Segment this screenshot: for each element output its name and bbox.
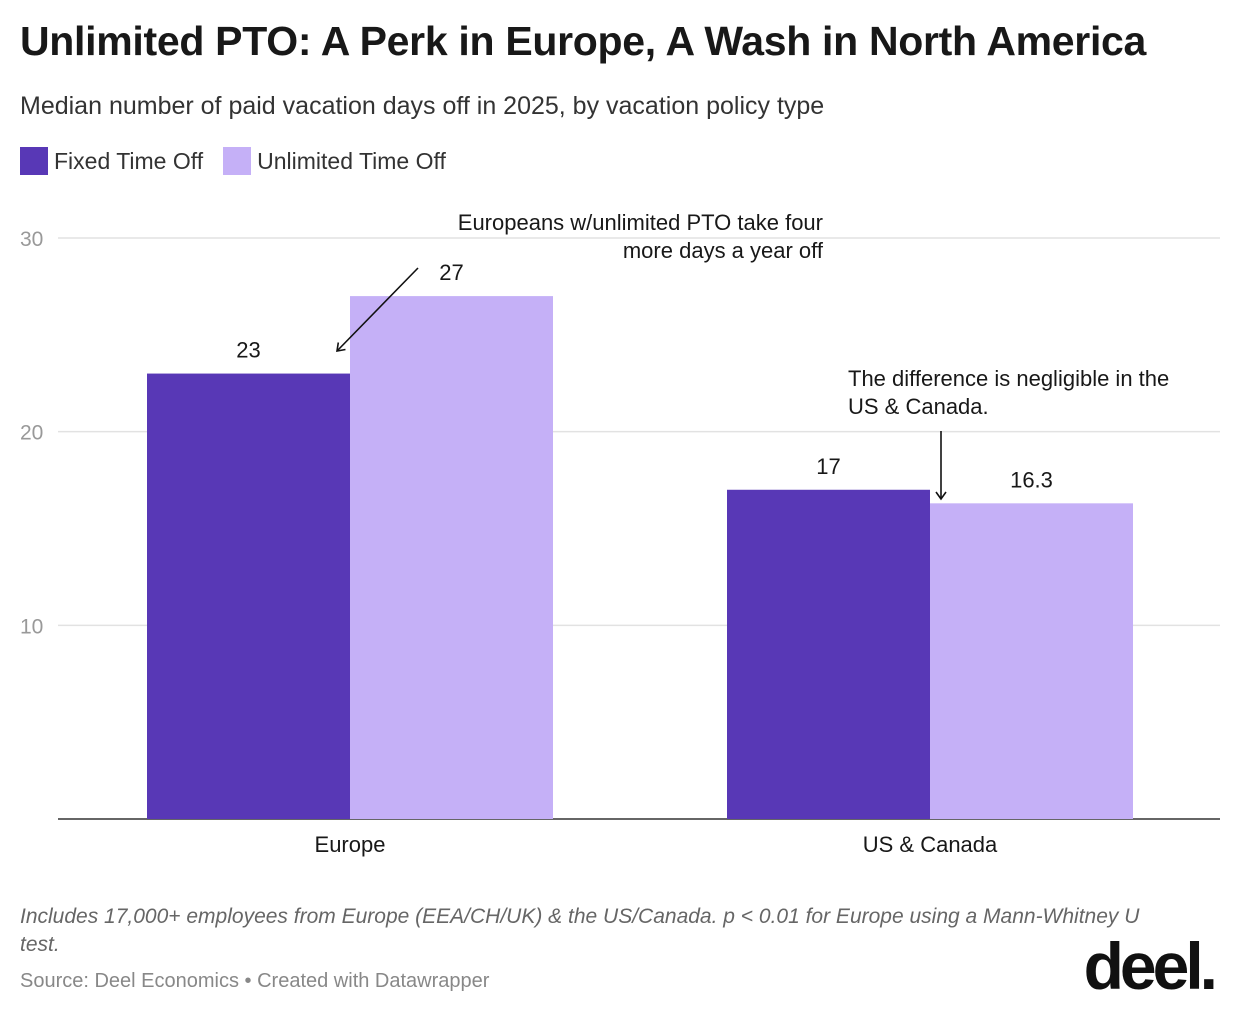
x-tick-label: Europe <box>315 832 386 857</box>
y-tick-label: 20 <box>20 422 43 445</box>
legend-swatch-unlimited <box>223 147 252 175</box>
bar-unlimited-0 <box>350 296 553 820</box>
y-tick-label: 10 <box>20 615 43 638</box>
chart-title: Unlimited PTO: A Perk in Europe, A Wash … <box>20 18 1147 64</box>
legend-label-fixed: Fixed Time Off <box>54 147 204 174</box>
annotation-europe-line: Europeans w/unlimited PTO take four <box>458 210 823 235</box>
deel-logo: deel. <box>1083 929 1218 1003</box>
legend-swatch-fixed <box>20 147 48 175</box>
annotation-europe-line: more days a year off <box>623 238 824 263</box>
bar-fixed-0 <box>147 373 350 819</box>
legend-label-unlimited: Unlimited Time Off <box>257 147 446 174</box>
legend: Fixed Time Off Unlimited Time Off <box>20 147 446 175</box>
y-tick-label: 30 <box>20 228 43 251</box>
bar-unlimited-1 <box>930 503 1133 819</box>
legend-item-fixed: Fixed Time Off <box>20 147 203 175</box>
data-label: 17 <box>816 454 840 479</box>
data-label: 23 <box>236 338 260 363</box>
legend-item-unlimited: Unlimited Time Off <box>223 147 446 175</box>
chart-subtitle: Median number of paid vacation days off … <box>20 92 825 120</box>
annotation-arrow-europe <box>336 267 419 352</box>
chart-source: Source: Deel Economics • Created with Da… <box>20 970 490 992</box>
data-label: 16.3 <box>1010 467 1053 492</box>
annotation-us-line: US & Canada. <box>848 394 989 419</box>
annotation-us-line: The difference is negligible in the <box>848 366 1169 391</box>
chart-notes: Includes 17,000+ employees from Europe (… <box>20 905 1140 956</box>
x-tick-label: US & Canada <box>863 832 998 857</box>
data-label: 27 <box>439 260 463 285</box>
bar-fixed-1 <box>727 489 930 819</box>
